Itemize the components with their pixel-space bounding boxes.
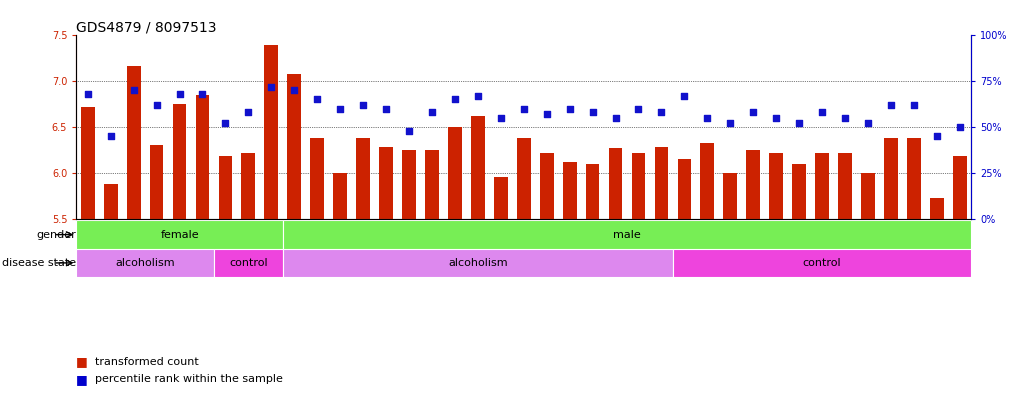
Point (837, 115, 853, 121)
Bar (586, 163, 599, 219)
Bar (76, 249, 214, 277)
Point (424, 109, 440, 116)
Point (401, 127, 417, 134)
Point (194, 91, 211, 97)
Point (332, 105, 348, 112)
Bar (356, 138, 370, 219)
Point (355, 102, 371, 108)
Bar (792, 163, 806, 219)
Point (607, 115, 623, 121)
Bar (701, 143, 714, 219)
Bar (655, 147, 668, 219)
Bar (173, 104, 186, 219)
Bar (471, 116, 485, 219)
Point (859, 120, 876, 127)
Bar (930, 198, 944, 219)
Bar (402, 150, 416, 219)
Point (309, 96, 325, 103)
Text: female: female (161, 230, 199, 240)
Point (814, 109, 830, 116)
Point (952, 124, 968, 130)
Point (240, 109, 256, 116)
Bar (310, 138, 324, 219)
Point (378, 105, 395, 112)
Point (653, 109, 669, 116)
Bar (127, 66, 140, 219)
Point (516, 105, 532, 112)
Bar (632, 152, 646, 219)
Point (79, 91, 96, 97)
Bar (264, 44, 279, 219)
Bar (76, 220, 283, 249)
Point (791, 120, 807, 127)
Bar (149, 145, 164, 219)
Text: alcoholism: alcoholism (448, 258, 507, 268)
Text: male: male (613, 230, 641, 240)
Point (768, 115, 784, 121)
Bar (884, 138, 898, 219)
Point (700, 115, 716, 121)
Bar (861, 173, 875, 219)
Point (929, 133, 945, 139)
Bar (283, 220, 971, 249)
Bar (288, 74, 301, 219)
Bar (81, 107, 95, 219)
Text: gender: gender (36, 230, 76, 240)
Text: disease state: disease state (2, 258, 76, 268)
Text: ■: ■ (76, 373, 92, 386)
Bar (673, 249, 971, 277)
Bar (334, 173, 347, 219)
Bar (769, 152, 783, 219)
Bar (425, 150, 439, 219)
Point (103, 133, 119, 139)
Point (539, 111, 555, 117)
Bar (104, 184, 118, 219)
Bar (517, 138, 531, 219)
Point (286, 87, 302, 94)
Bar (816, 152, 829, 219)
Text: percentile rank within the sample: percentile rank within the sample (95, 374, 283, 384)
Point (492, 115, 508, 121)
Bar (746, 150, 760, 219)
Point (172, 91, 188, 97)
Text: ■: ■ (76, 355, 92, 368)
Point (218, 120, 234, 127)
Bar (448, 127, 462, 219)
Point (676, 93, 693, 99)
Point (722, 120, 738, 127)
Point (561, 105, 578, 112)
Point (745, 109, 762, 116)
Text: control: control (229, 258, 267, 268)
Point (883, 102, 899, 108)
Bar (379, 147, 393, 219)
Point (906, 102, 922, 108)
Text: alcoholism: alcoholism (115, 258, 175, 268)
Point (470, 93, 486, 99)
Text: transformed count: transformed count (95, 356, 198, 367)
Bar (540, 152, 553, 219)
Bar (195, 95, 210, 219)
Point (631, 105, 647, 112)
Bar (241, 152, 255, 219)
Point (446, 96, 463, 103)
Bar (219, 156, 232, 219)
Point (585, 109, 601, 116)
Bar (907, 138, 920, 219)
Bar (283, 249, 673, 277)
Bar (562, 162, 577, 219)
Text: GDS4879 / 8097513: GDS4879 / 8097513 (76, 20, 217, 34)
Bar (608, 148, 622, 219)
Bar (723, 173, 737, 219)
Point (263, 83, 280, 90)
Text: control: control (802, 258, 841, 268)
Bar (214, 249, 283, 277)
Bar (838, 152, 852, 219)
Point (148, 102, 165, 108)
Bar (494, 177, 507, 219)
Bar (677, 159, 692, 219)
Bar (953, 156, 966, 219)
Point (125, 87, 141, 94)
